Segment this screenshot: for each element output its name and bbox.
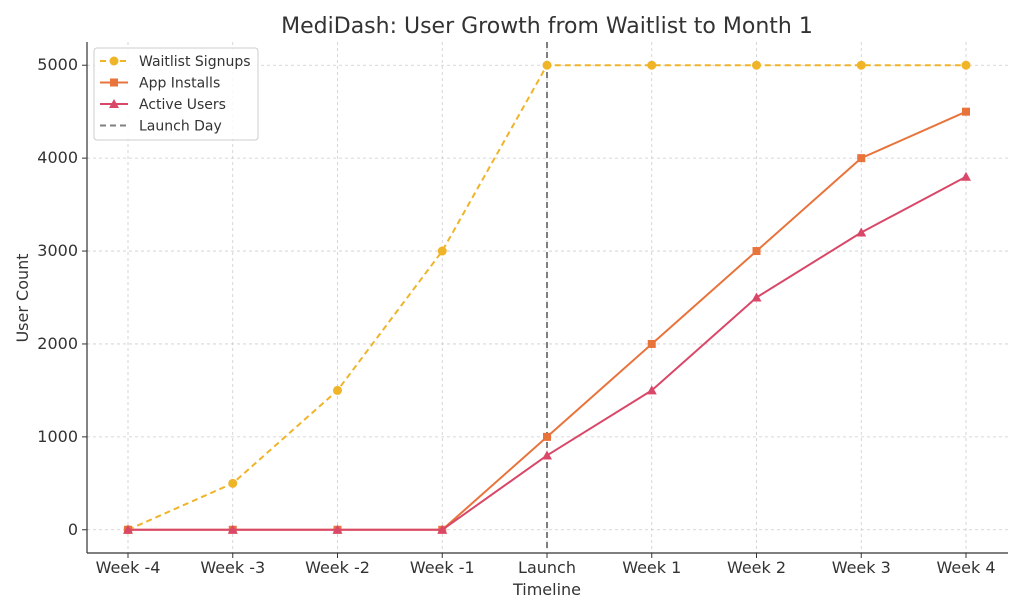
data-point — [332, 524, 343, 534]
data-point — [333, 385, 342, 395]
legend-item: Waitlist Signups — [100, 54, 251, 70]
data-point — [227, 524, 238, 534]
y-tick-label: 2000 — [37, 334, 78, 353]
legend: Waitlist Signups App Installs Active Users… — [93, 47, 259, 141]
data-point — [752, 247, 761, 256]
data-point — [856, 227, 867, 237]
data-point — [123, 524, 133, 534]
data-point — [752, 60, 761, 70]
legend-marker — [109, 99, 119, 108]
data-point — [542, 450, 552, 460]
data-point — [646, 385, 657, 395]
data-point — [437, 524, 448, 534]
legend-item: Launch Day — [100, 119, 222, 135]
data-point — [647, 60, 657, 70]
legend-label: Active Users — [139, 97, 226, 113]
data-point — [961, 171, 971, 181]
data-point — [962, 107, 970, 116]
x-tick-label: Week -2 — [305, 558, 370, 577]
legend-marker — [110, 78, 118, 87]
y-tick-label: 0 — [68, 520, 78, 539]
legend-label: Waitlist Signups — [139, 54, 251, 70]
legend-label: App Installs — [139, 76, 220, 92]
y-tick-label: 4000 — [37, 148, 78, 167]
legend-item: Active Users — [100, 97, 226, 113]
data-point — [856, 60, 866, 70]
x-tick-label: Launch — [518, 558, 576, 577]
x-tick-label: Week 2 — [727, 558, 786, 577]
x-tick-label: Week -4 — [96, 558, 161, 577]
series-active-users — [123, 171, 971, 534]
x-tick-label: Week -1 — [410, 558, 475, 577]
legend-label: Launch Day — [139, 119, 222, 135]
legend-box — [93, 47, 259, 141]
x-tick-label: Week 4 — [936, 558, 995, 577]
legend-item: App Installs — [100, 76, 220, 92]
y-tick-label: 3000 — [37, 241, 78, 260]
legend-marker — [109, 56, 119, 66]
x-tick-label: Week 1 — [622, 558, 681, 577]
y-tick-label: 1000 — [37, 427, 78, 446]
data-point — [751, 292, 762, 302]
series-layer — [123, 60, 971, 535]
data-point — [961, 60, 971, 70]
data-point — [543, 432, 551, 441]
data-point — [542, 60, 552, 70]
data-point — [647, 339, 656, 348]
y-axis-label: User Count — [13, 253, 32, 342]
axes-layer: Week -4 Week -3 Week -2 Week -1 Launch Week 1… — [37, 42, 1008, 577]
x-axis-label: Timeline — [512, 580, 581, 599]
chart-title: MediDash: User Growth from Waitlist to M… — [281, 14, 813, 39]
x-tick-label: Week 3 — [832, 558, 891, 577]
data-point — [228, 478, 238, 488]
data-point — [437, 246, 447, 256]
data-point — [857, 154, 866, 163]
x-tick-label: Week -3 — [200, 558, 265, 577]
y-tick-label: 5000 — [37, 55, 78, 74]
